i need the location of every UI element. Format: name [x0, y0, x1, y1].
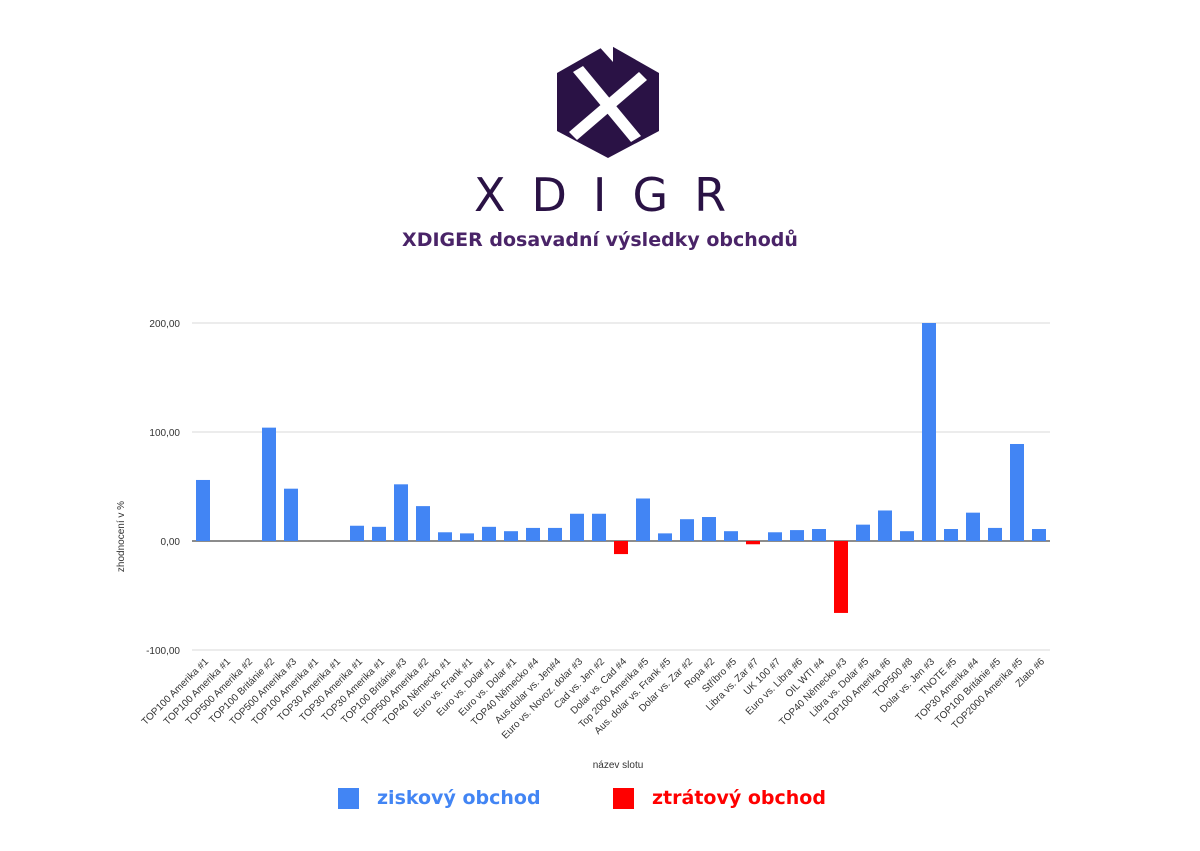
legend-label-profit: ziskový obchod [377, 787, 541, 809]
bar [482, 526, 496, 541]
y-tick-label: 0,00 [161, 537, 181, 548]
legend: ziskový obchod ztrátový obchod [0, 787, 1200, 817]
bar [746, 541, 760, 545]
y-axis-label: zhodnocení v % [116, 501, 127, 572]
bar [372, 526, 386, 541]
bar [1010, 443, 1024, 541]
chart-title: XDIGER dosavadní výsledky obchodů [402, 229, 798, 251]
bar [680, 519, 694, 541]
legend-label-loss: ztrátový obchod [652, 787, 826, 809]
y-tick-label: 200,00 [149, 319, 180, 330]
bar [1032, 529, 1046, 541]
bar [350, 525, 364, 541]
legend-item-loss: ztrátový obchod [613, 787, 826, 809]
bar [900, 531, 914, 541]
bar [878, 510, 892, 541]
bar [856, 524, 870, 541]
bar [196, 479, 210, 541]
bar [702, 517, 716, 541]
bar [658, 533, 672, 541]
bar [592, 513, 606, 541]
bar [284, 488, 298, 541]
bar [614, 541, 628, 555]
bar [790, 530, 804, 541]
bar [834, 541, 848, 613]
y-tick-label: 100,00 [149, 428, 180, 439]
bar [966, 512, 980, 541]
bar [988, 527, 1002, 541]
brand-wordmark: XDIGR [473, 168, 753, 222]
bar [768, 532, 782, 541]
y-tick-label: -100,00 [146, 646, 180, 657]
bar [504, 531, 518, 541]
bar [570, 513, 584, 541]
bar [526, 527, 540, 541]
legend-swatch-profit [338, 787, 359, 809]
bar [460, 533, 474, 541]
bar [724, 531, 738, 541]
bar [394, 484, 408, 541]
bar [944, 529, 958, 541]
legend-item-profit: ziskový obchod [338, 787, 541, 809]
legend-swatch-loss [613, 787, 634, 809]
bar [262, 427, 276, 541]
bar [438, 532, 452, 541]
bar [636, 498, 650, 541]
bar [548, 527, 562, 541]
bar [812, 529, 826, 541]
bar [416, 506, 430, 541]
bar [922, 323, 936, 541]
xdigr-logo [557, 42, 659, 158]
x-axis-label: název slotu [593, 760, 644, 771]
